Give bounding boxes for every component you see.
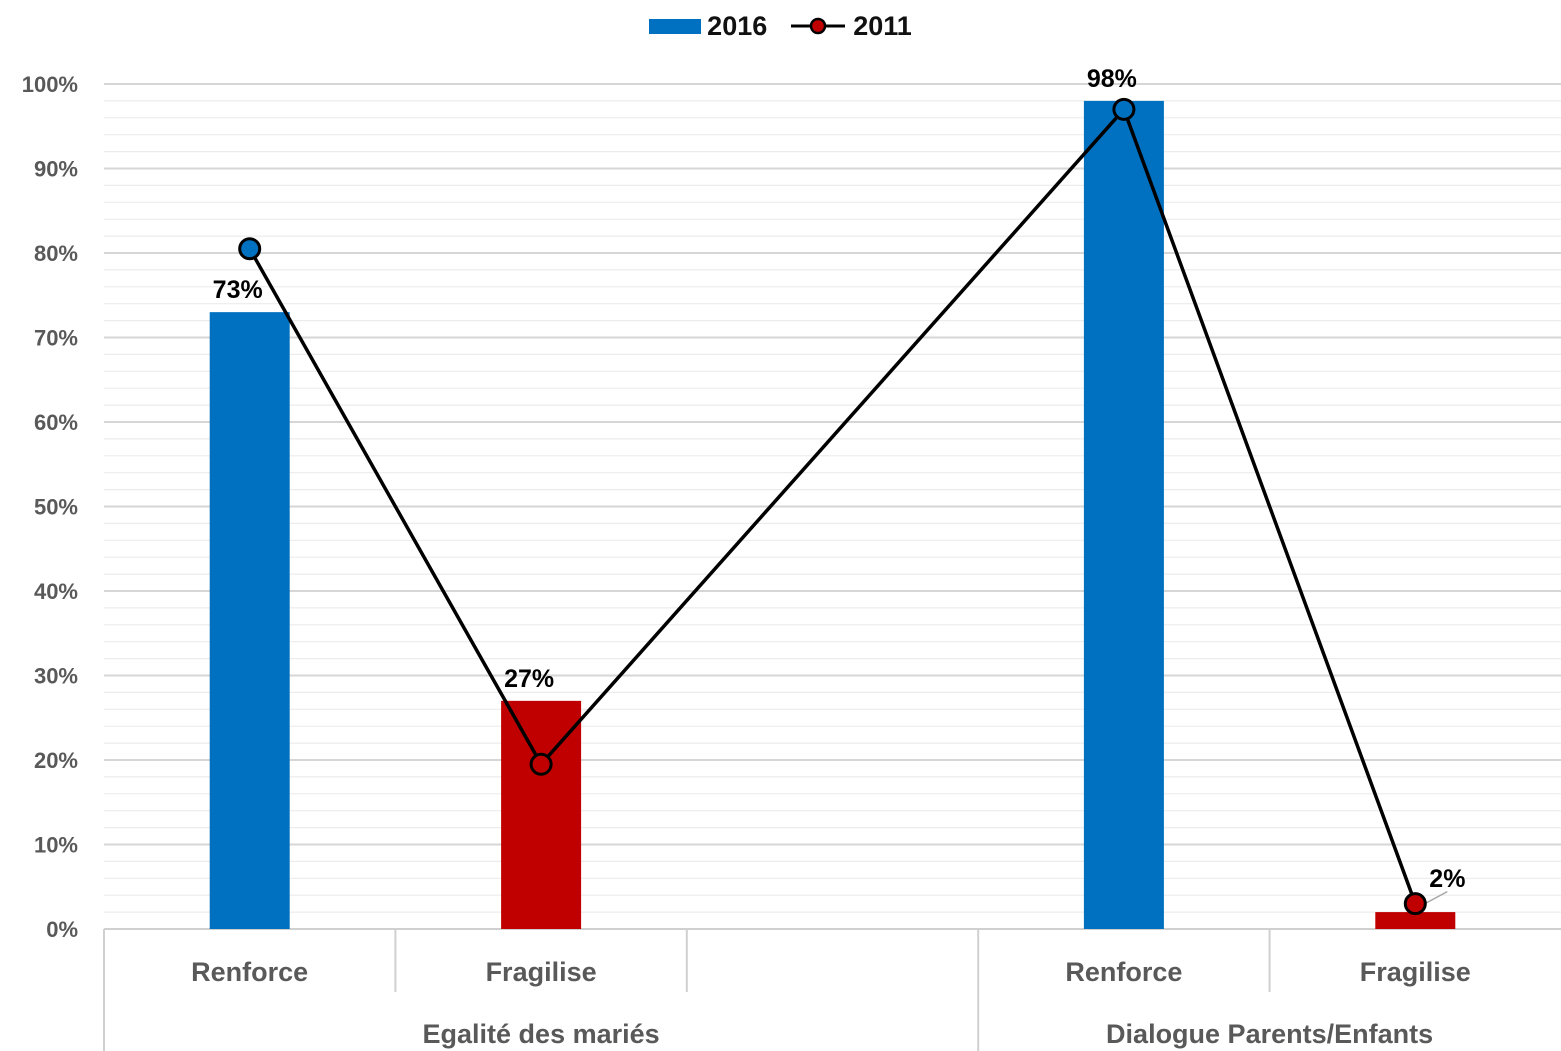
legend-item-2011: 2011 <box>789 11 912 42</box>
x-category-label: Fragilise <box>486 957 597 987</box>
point-2011 <box>529 752 553 776</box>
x-category-label: Renforce <box>191 957 308 987</box>
x-group-label: Dialogue Parents/Enfants <box>1106 1019 1433 1049</box>
legend-label-2016: 2016 <box>707 10 768 41</box>
y-tick-label: 70% <box>34 326 78 351</box>
line-2011 <box>248 106 1417 905</box>
legend: 2016 2011 <box>0 6 1561 46</box>
y-tick-label: 50% <box>34 495 78 520</box>
y-tick-label: 80% <box>34 241 78 266</box>
legend-label-2011: 2011 <box>853 10 912 41</box>
x-category-label: Renforce <box>1065 957 1182 987</box>
bar-data-label: 27% <box>504 665 554 693</box>
legend-swatch-line <box>791 17 846 35</box>
y-tick-label: 90% <box>34 157 78 182</box>
bar <box>209 312 290 929</box>
y-tick-label: 20% <box>34 748 78 773</box>
bar-data-label: 2% <box>1429 865 1465 893</box>
y-tick-label: 100% <box>22 72 78 97</box>
legend-swatch-bar <box>649 18 702 34</box>
y-tick-label: 10% <box>34 833 78 858</box>
bar <box>1083 100 1164 929</box>
y-tick-label: 40% <box>34 579 78 604</box>
y-tick-label: 60% <box>34 410 78 435</box>
legend-item-2016: 2016 <box>649 11 767 42</box>
y-tick-label: 30% <box>34 664 78 689</box>
point-2011 <box>238 237 262 261</box>
bar-data-label: 98% <box>1087 65 1137 93</box>
bar-data-label: 73% <box>213 276 263 304</box>
point-2011 <box>1403 892 1427 916</box>
y-tick-label: 0% <box>46 917 78 942</box>
bar <box>1375 912 1456 929</box>
bar <box>501 700 582 929</box>
x-category-label: Fragilise <box>1360 957 1471 987</box>
x-group-label: Egalité des mariés <box>423 1019 660 1049</box>
point-2011 <box>1112 97 1136 121</box>
